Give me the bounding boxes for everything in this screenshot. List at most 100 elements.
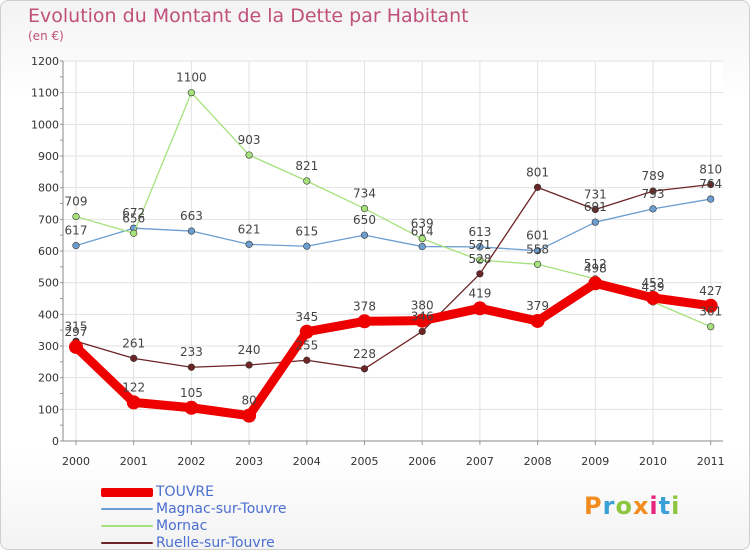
- data-label: 105: [180, 386, 203, 400]
- x-tick-label: 2010: [639, 455, 667, 468]
- data-label: 255: [295, 338, 318, 352]
- y-tick-label: 200: [38, 372, 59, 385]
- data-label: 903: [238, 133, 261, 147]
- data-point: [360, 231, 369, 239]
- data-label: 801: [526, 165, 549, 179]
- data-label: 764: [699, 177, 722, 191]
- chart-subtitle: (en €): [28, 29, 64, 43]
- logo-letter: o: [615, 492, 633, 520]
- chart-title: Evolution du Montant de la Dette par Hab…: [28, 5, 469, 27]
- data-label: 821: [295, 159, 318, 173]
- data-point: [303, 242, 311, 250]
- data-label: 789: [642, 169, 665, 183]
- y-tick-label: 700: [38, 213, 59, 226]
- x-tick-label: 2009: [581, 455, 609, 468]
- data-point: [360, 204, 369, 213]
- data-point: [588, 276, 603, 291]
- data-label: 601: [526, 229, 549, 243]
- data-point: [472, 301, 487, 316]
- legend-swatch: [101, 525, 153, 527]
- data-point: [72, 242, 80, 250]
- data-label: 639: [411, 217, 434, 231]
- data-label: 419: [468, 286, 491, 300]
- logo-letter: P: [584, 492, 603, 520]
- data-label: 691: [584, 200, 607, 214]
- data-label: 346: [411, 309, 434, 323]
- data-label: 380: [411, 299, 434, 313]
- data-label: 80: [241, 394, 256, 408]
- data-label: 379: [526, 299, 549, 313]
- data-label: 558: [526, 242, 549, 256]
- data-point: [184, 400, 199, 415]
- data-label: 345: [295, 310, 318, 324]
- data-point: [533, 247, 542, 255]
- y-tick-label: 1200: [31, 55, 59, 68]
- y-tick-label: 400: [38, 308, 59, 321]
- legend-swatch: [101, 542, 153, 544]
- data-label: 672: [122, 206, 145, 220]
- y-tick-label: 500: [38, 277, 59, 290]
- data-label: 512: [584, 257, 607, 271]
- data-point: [303, 177, 311, 185]
- data-label: 613: [468, 225, 491, 239]
- logo-letter: t: [658, 492, 672, 520]
- data-point: [646, 290, 660, 305]
- data-point: [418, 235, 426, 243]
- x-tick-label: 2002: [177, 455, 205, 468]
- x-tick-label: 2005: [351, 455, 379, 468]
- data-label: 656: [122, 211, 145, 225]
- data-point: [476, 256, 484, 264]
- x-tick-label: 2011: [697, 455, 725, 468]
- data-point: [649, 205, 657, 213]
- data-label: 122: [122, 380, 145, 394]
- data-point: [530, 313, 545, 328]
- data-point: [415, 313, 430, 328]
- data-point: [245, 361, 253, 369]
- data-point: [703, 298, 718, 313]
- data-point: [649, 187, 657, 195]
- data-point: [707, 180, 715, 189]
- x-tick-label: 2006: [408, 455, 436, 468]
- legend-label: TOUVRE: [156, 484, 214, 500]
- data-point: [130, 229, 138, 237]
- y-tick-label: 600: [38, 245, 59, 258]
- data-label: 361: [699, 305, 722, 319]
- data-label: 1100: [176, 71, 207, 85]
- x-tick-label: 2001: [120, 455, 148, 468]
- legend-label: Magnac-sur-Touvre: [156, 501, 287, 517]
- logo-letter: r: [602, 492, 616, 520]
- x-tick-label: 2003: [235, 455, 263, 468]
- data-point: [72, 212, 80, 221]
- data-label: 427: [699, 284, 722, 298]
- data-point: [476, 243, 484, 251]
- data-label: 733: [642, 187, 665, 201]
- data-point: [299, 324, 314, 339]
- y-tick-label: 800: [38, 182, 59, 195]
- series-line-ruelle-sur-touvre: [75, 183, 712, 370]
- data-label: 621: [238, 222, 261, 236]
- data-label: 452: [642, 276, 665, 290]
- x-tick-label: 2007: [466, 455, 494, 468]
- data-point: [126, 395, 141, 410]
- data-label: 650: [353, 213, 376, 227]
- x-tick-label: 2004: [293, 455, 321, 468]
- series-line-magnac-sur-touvre: [75, 198, 712, 252]
- legend-label: Mornac: [156, 518, 208, 534]
- series-line-touvre: [71, 278, 716, 421]
- logo-letter: i: [649, 492, 659, 520]
- data-label: 617: [65, 224, 88, 238]
- data-label: 528: [468, 252, 491, 266]
- data-label: 297: [65, 325, 88, 339]
- logo-letter: x: [632, 492, 650, 520]
- y-tick-label: 100: [38, 403, 59, 416]
- data-label: 315: [65, 319, 88, 333]
- data-point: [245, 240, 253, 248]
- data-point: [357, 314, 372, 329]
- x-tick-label: 2000: [62, 455, 90, 468]
- data-label: 810: [699, 163, 722, 177]
- legend-swatch: [101, 487, 153, 497]
- data-point: [303, 356, 311, 364]
- data-point: [245, 151, 253, 159]
